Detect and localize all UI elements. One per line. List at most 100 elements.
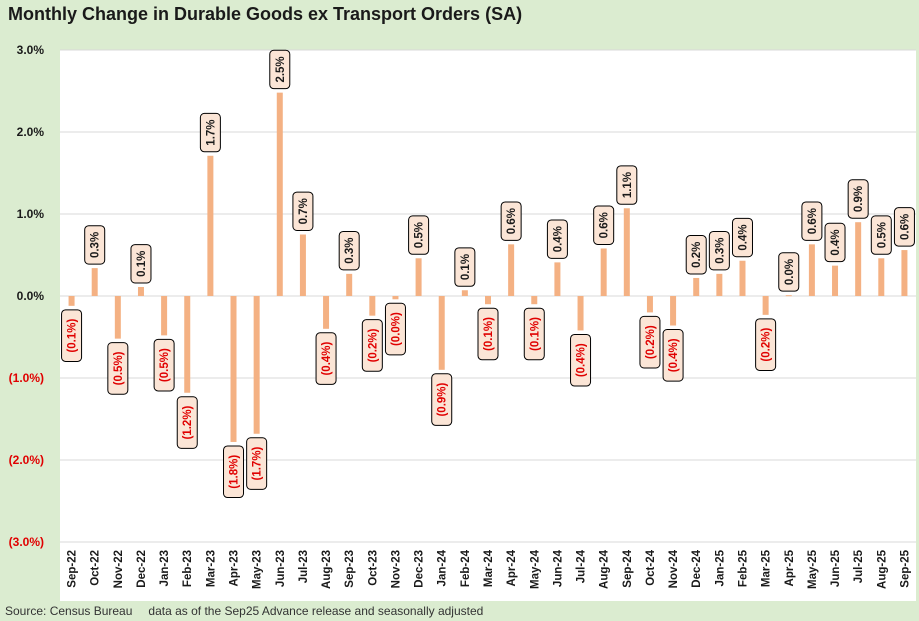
data-label-box <box>84 225 106 265</box>
data-label-box <box>593 205 615 245</box>
data-label-text: 0.4% <box>552 226 564 252</box>
data-label-text: 0.0% <box>784 259 796 285</box>
bar <box>276 92 283 296</box>
bar <box>508 244 515 296</box>
data-label: 1.7% <box>199 112 221 153</box>
data-label: (0.5%) <box>153 338 175 392</box>
bar <box>832 265 839 296</box>
data-label-text: 0.6% <box>506 208 518 234</box>
bar <box>253 296 260 434</box>
x-tick-label: Jun-23 <box>275 550 287 587</box>
bar <box>438 296 445 370</box>
y-tick-label: 2.0% <box>17 125 45 139</box>
data-label: (0.1%) <box>523 307 545 361</box>
bar <box>485 296 491 305</box>
data-note: data as of the Sep25 Advance release and… <box>148 604 484 618</box>
data-label: (0.0%) <box>384 302 406 356</box>
data-label-box <box>616 165 638 205</box>
bar <box>68 296 75 306</box>
data-label-text: (1.7%) <box>252 446 264 480</box>
data-label-text: (0.1%) <box>529 317 541 351</box>
data-label-text: 0.7% <box>298 198 310 224</box>
x-tick-label: Feb-24 <box>460 549 472 587</box>
bar <box>392 296 399 300</box>
data-label-box <box>269 49 291 90</box>
bar <box>716 273 723 296</box>
data-label: (0.1%) <box>477 307 499 361</box>
y-tick-label: 3.0% <box>17 43 45 57</box>
y-tick-label: 0.0% <box>17 289 45 303</box>
data-label: 0.0% <box>778 252 800 292</box>
data-label-text: 0.6% <box>807 208 819 234</box>
data-label: (0.5%) <box>107 342 129 395</box>
data-label: 0.7% <box>292 191 314 232</box>
data-label-box <box>847 179 869 219</box>
data-label: 0.1% <box>130 244 152 284</box>
bar <box>415 258 422 296</box>
data-label-box <box>153 338 175 392</box>
data-label: 0.9% <box>847 179 869 219</box>
data-label-box <box>778 252 800 292</box>
data-label-box <box>176 396 198 449</box>
data-label: (0.4%) <box>662 329 684 382</box>
data-label: 0.2% <box>685 235 707 275</box>
data-label-text: 0.2% <box>691 242 703 268</box>
x-tick-label: Jul-23 <box>298 550 310 583</box>
data-label-text: 0.9% <box>853 186 865 212</box>
x-tick-label: May-23 <box>252 550 264 589</box>
data-label-text: (1.8%) <box>229 455 241 489</box>
data-label-text: 0.1% <box>136 251 148 277</box>
data-label-text: 2.5% <box>275 56 287 82</box>
data-label-text: 0.3% <box>90 232 102 258</box>
x-tick-label: Mar-24 <box>483 549 495 587</box>
data-label-box <box>361 319 383 372</box>
bar <box>369 296 376 316</box>
bar <box>785 295 792 297</box>
bar <box>114 296 121 339</box>
data-label-box <box>107 342 129 395</box>
data-label-text: (0.2%) <box>645 325 657 359</box>
x-tick-label: Jun-25 <box>830 549 842 587</box>
data-label: 0.4% <box>546 219 568 259</box>
data-label-text: (0.0%) <box>390 312 402 346</box>
data-label-box <box>431 373 453 426</box>
bar <box>646 296 653 313</box>
data-label-box <box>546 219 568 259</box>
bar <box>346 273 353 296</box>
bar <box>230 296 237 442</box>
x-tick-label: Apr-24 <box>506 549 518 586</box>
data-label-text: 0.5% <box>414 222 426 248</box>
x-tick-label: Aug-25 <box>876 549 888 589</box>
x-tick-label: Dec-22 <box>136 550 148 588</box>
data-label: (0.2%) <box>361 319 383 372</box>
data-label: (1.7%) <box>246 437 268 490</box>
x-tick-label: Apr-23 <box>229 550 241 586</box>
bar <box>91 268 98 296</box>
data-label-box <box>708 230 730 271</box>
x-tick-label: Feb-25 <box>737 549 749 587</box>
data-label: 0.4% <box>824 222 846 263</box>
x-tick-label: Oct-22 <box>90 550 102 586</box>
data-label-text: (0.2%) <box>367 328 379 362</box>
chart-title: Monthly Change in Durable Goods ex Trans… <box>8 4 523 24</box>
data-label: (0.2%) <box>639 315 661 369</box>
data-label-text: 0.4% <box>830 229 842 255</box>
x-tick-label: Sep-25 <box>899 549 911 587</box>
bar <box>878 258 885 296</box>
bar <box>554 262 561 296</box>
x-tick-label: Nov-23 <box>390 550 402 588</box>
x-tick-label: Sep-23 <box>344 550 356 588</box>
y-tick-label: (2.0%) <box>9 453 44 467</box>
data-label-box <box>500 201 522 241</box>
data-label-box <box>292 191 314 232</box>
data-label: 2.5% <box>269 49 291 90</box>
x-tick-label: Dec-23 <box>414 550 426 588</box>
data-label-box <box>801 201 823 241</box>
x-tick-label: Feb-23 <box>182 550 194 587</box>
x-tick-label: Sep-22 <box>67 550 79 588</box>
x-tick-label: Mar-25 <box>761 549 773 587</box>
y-tick-label: (3.0%) <box>9 535 44 549</box>
data-label-text: (1.2%) <box>182 405 194 439</box>
x-tick-label: Sep-24 <box>622 549 634 587</box>
